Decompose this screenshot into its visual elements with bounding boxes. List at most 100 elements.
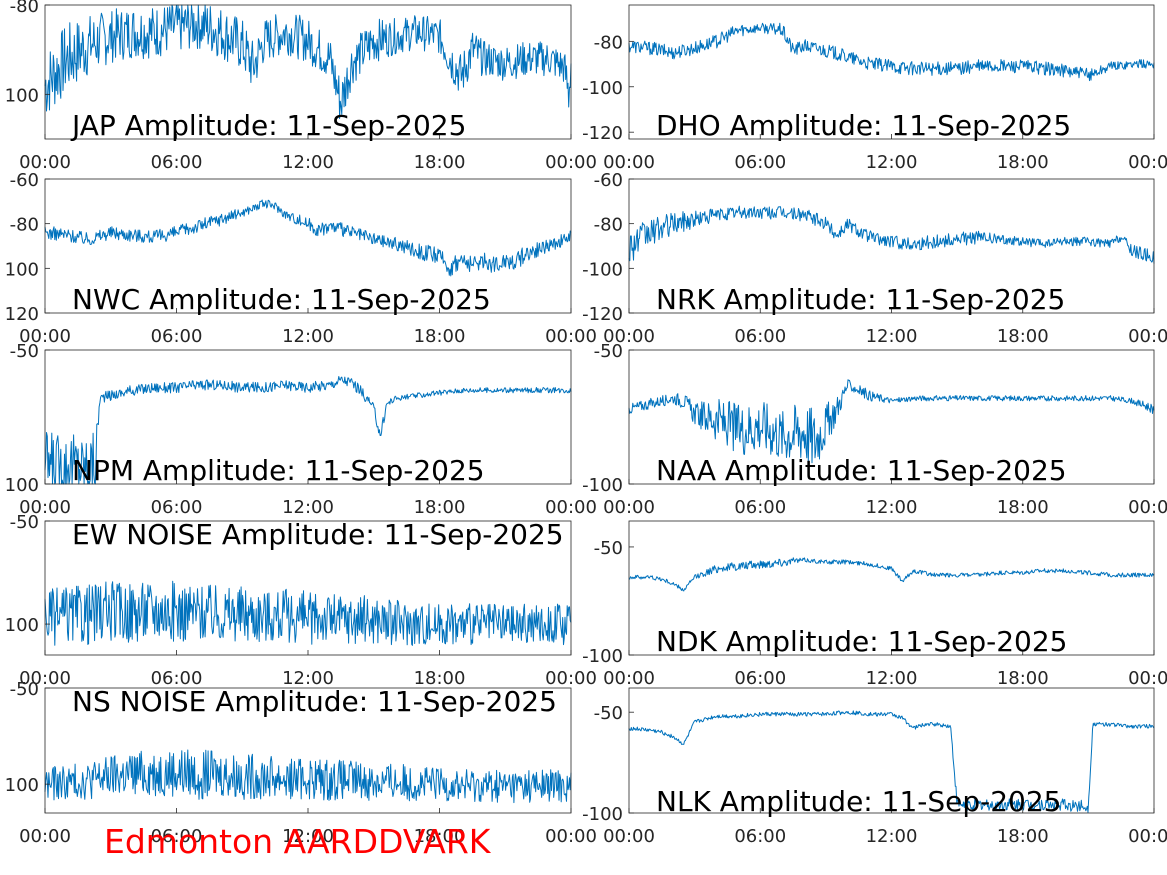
y-tick-label: -80: [594, 215, 623, 236]
panel-8: 00:00 06:00 12:00 18:00 00:00 -50 -100 NDK Ampl…: [582, 520, 1167, 689]
x-tick-label: 18:00: [997, 326, 1049, 347]
y-tick-label: -80: [10, 215, 39, 236]
x-tick-label: 18:00: [997, 668, 1049, 689]
x-tick-label: 00:00: [1128, 826, 1167, 847]
x-tick-label: 18:00: [414, 668, 466, 689]
x-tick-label: 00:00: [603, 668, 655, 689]
series-line: [44, 580, 572, 646]
y-tick-label: -100: [582, 78, 623, 99]
x-tick-label: 12:00: [866, 497, 918, 518]
x-tick-label: 18:00: [997, 826, 1049, 847]
series-line: [628, 557, 1155, 592]
x-tick-label: 12:00: [866, 668, 918, 689]
y-tick-label: 100: [5, 775, 39, 796]
x-tick-label: 12:00: [866, 826, 918, 847]
x-tick-label: 00:00: [603, 326, 655, 347]
series-line: [628, 710, 1155, 813]
x-tick-label: 18:00: [414, 826, 466, 847]
series-line: [628, 205, 1155, 264]
x-tick-label: 06:00: [734, 497, 786, 518]
y-tick-label: -50: [10, 679, 39, 700]
y-tick-label: -50: [10, 341, 39, 362]
panel-title: NS NOISE Amplitude: 11-Sep-2025: [72, 685, 557, 718]
x-tick-label: 12:00: [282, 497, 334, 518]
x-tick-label: 00:00: [545, 497, 597, 518]
panel-4: 00:00 06:00 12:00 18:00 00:00 -60 -80 -100 -120 N…: [582, 170, 1167, 347]
x-tick-label: 12:00: [282, 668, 334, 689]
y-tick-label: 100: [5, 259, 39, 280]
x-tick-label: 00:00: [19, 326, 71, 347]
x-tick-label: 00:00: [545, 826, 597, 847]
panel-title: NPM Amplitude: 11-Sep-2025: [72, 454, 485, 487]
y-tick-label: 100: [5, 475, 39, 496]
x-tick-label: 00:00: [603, 826, 655, 847]
x-tick-label: 06:00: [151, 326, 203, 347]
x-tick-label: 00:00: [545, 326, 597, 347]
x-tick-label: 06:00: [151, 826, 203, 847]
panel-title: NLK Amplitude: 11-Sep-2025: [656, 785, 1062, 818]
x-tick-label: 12:00: [282, 826, 334, 847]
y-tick-label: -120: [582, 123, 623, 144]
x-tick-label: 00:00: [603, 497, 655, 518]
x-tick-label: 00:00: [19, 826, 71, 847]
panel-2: 00:00 06:00 12:00 18:00 00:00 -80 -100 -120 DHO …: [582, 4, 1167, 173]
panel-10: 00:00 06:00 12:00 18:00 00:00 -50 -100 NLK Ampl…: [582, 687, 1167, 847]
x-tick-label: 18:00: [414, 152, 466, 173]
series-line: [628, 379, 1155, 464]
x-tick-label: 06:00: [151, 497, 203, 518]
x-tick-label: 06:00: [734, 668, 786, 689]
x-tick-label: 06:00: [151, 668, 203, 689]
y-tick-label: 120: [5, 304, 39, 325]
x-tick-label: 12:00: [282, 152, 334, 173]
y-tick-label: -80: [594, 32, 623, 53]
y-tick-label: -100: [582, 259, 623, 280]
panel-title: EW NOISE Amplitude: 11-Sep-2025: [72, 518, 564, 551]
y-tick-label: 100: [5, 615, 39, 636]
panel-title: NDK Amplitude: 11-Sep-2025: [656, 625, 1067, 658]
x-tick-label: 00:00: [1128, 152, 1167, 173]
panel-title: NAA Amplitude: 11-Sep-2025: [656, 454, 1067, 487]
y-tick-label: -100: [582, 646, 623, 667]
x-tick-label: 00:00: [603, 152, 655, 173]
series-line: [44, 4, 572, 119]
footer-label: Edmonton AARDDVARK: [104, 822, 491, 861]
x-tick-label: 06:00: [734, 326, 786, 347]
panel-title: NWC Amplitude: 11-Sep-2025: [72, 283, 491, 316]
y-tick-label: -50: [10, 512, 39, 533]
panel-9: 00:00 06:00 12:00 18:00 00:00 -50 100 NS NOISE …: [5, 679, 597, 847]
x-tick-label: 06:00: [734, 152, 786, 173]
series-line: [44, 199, 572, 277]
panel-title: DHO Amplitude: 11-Sep-2025: [656, 109, 1071, 142]
y-tick-label: -50: [594, 538, 623, 559]
x-tick-label: 00:00: [1128, 668, 1167, 689]
x-tick-label: 12:00: [866, 326, 918, 347]
x-tick-label: 00:00: [19, 497, 71, 518]
x-tick-label: 00:00: [1128, 326, 1167, 347]
y-tick-label: 100: [5, 85, 39, 106]
panel-7: 00:00 06:00 12:00 18:00 00:00 -50 100 EW NOISE …: [5, 512, 597, 689]
y-tick-label: -60: [10, 170, 39, 191]
x-tick-label: 12:00: [282, 326, 334, 347]
x-tick-label: 00:00: [19, 668, 71, 689]
panel-3: 00:00 06:00 12:00 18:00 00:00 -60 -80 100 120 NWC…: [5, 170, 597, 347]
x-tick-label: 12:00: [866, 152, 918, 173]
panel-1: 00:00 06:00 12:00 18:00 00:00 -80 100 JAP Ampli…: [5, 0, 597, 173]
panel-5: 00:00 06:00 12:00 18:00 00:00 -50 100 NPM Ampli…: [5, 341, 597, 518]
series-line: [628, 22, 1155, 82]
y-tick-label: -100: [582, 804, 623, 825]
x-tick-label: 18:00: [414, 326, 466, 347]
x-tick-label: 00:00: [1128, 497, 1167, 518]
panel-title: JAP Amplitude: 11-Sep-2025: [70, 109, 466, 142]
y-tick-label: -50: [594, 341, 623, 362]
series-line: [44, 749, 572, 804]
x-tick-label: 06:00: [734, 826, 786, 847]
x-tick-label: 06:00: [151, 152, 203, 173]
x-tick-label: 00:00: [19, 152, 71, 173]
y-tick-label: -100: [582, 475, 623, 496]
series-line: [44, 376, 572, 485]
x-tick-label: 18:00: [414, 497, 466, 518]
y-tick-label: -120: [582, 304, 623, 325]
panel-6: 00:00 06:00 12:00 18:00 00:00 -50 -100 NAA Ampl…: [582, 341, 1167, 518]
x-tick-label: 00:00: [545, 152, 597, 173]
